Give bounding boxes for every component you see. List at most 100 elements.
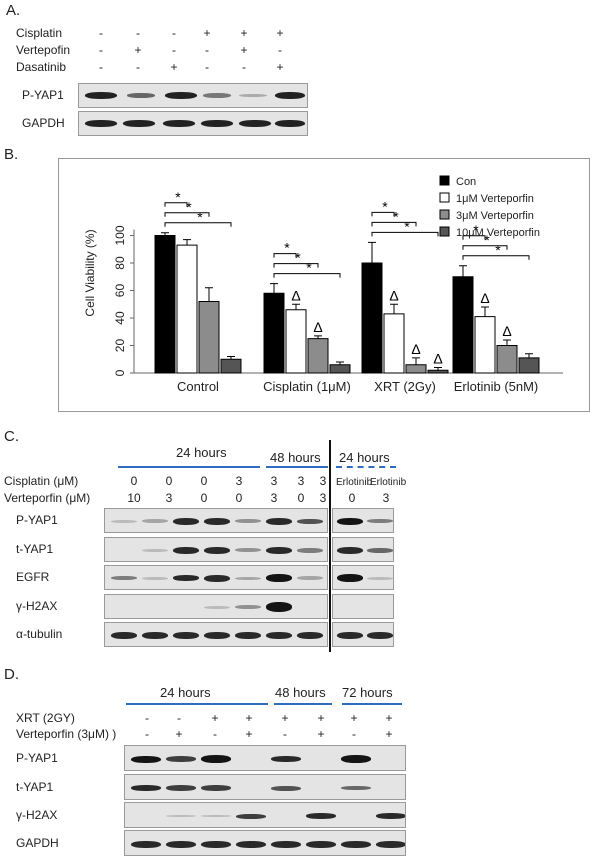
band [173, 517, 199, 525]
blot-c [104, 565, 328, 590]
bar [474, 316, 496, 374]
blot-label-c: P-YAP1 [16, 513, 58, 527]
c-24b-hours: 24 hours [339, 450, 390, 465]
blot-label-c: α-tubulin [16, 627, 63, 641]
band [337, 574, 363, 582]
blot-c-erlotinib [332, 508, 394, 533]
band [367, 519, 393, 523]
bar [263, 292, 285, 374]
bar [176, 244, 198, 374]
xrt-sign: - [177, 711, 181, 725]
band [337, 631, 363, 639]
p-yap1-label-a: P-YAP1 [22, 88, 64, 102]
c-divider [329, 440, 331, 652]
bar [154, 235, 176, 374]
blot-c [104, 622, 328, 647]
band [297, 518, 323, 524]
verteporfin-sign: + [385, 727, 393, 741]
y-tick-label: 20 [113, 339, 127, 353]
y-tick-label: 0 [113, 369, 127, 376]
significance-bracket [164, 202, 188, 207]
erlotinib-label: Erlotinib [336, 477, 373, 488]
cisplatin-dose: 3 [319, 474, 327, 488]
d-48-hours: 48 hours [275, 685, 326, 700]
band [201, 785, 231, 791]
band [271, 785, 301, 791]
c-verteporfin-label: Verteporfin (μM) [4, 491, 91, 505]
treatment-sign: - [136, 26, 140, 40]
band [341, 755, 371, 763]
blot-c [104, 537, 328, 562]
erlotinib-label: Erlotinib [370, 477, 407, 488]
cisplatin-dose: 0 [165, 474, 173, 488]
band [142, 631, 168, 639]
viability-chart: 0 20 40 60 80 100 Cell Viability (%) Control Cis… [83, 175, 563, 394]
significance-star: * [295, 250, 301, 266]
band [306, 840, 336, 848]
significance-star: * [484, 232, 490, 248]
c-24h-line [118, 466, 260, 468]
blot-label-c: t-YAP1 [16, 542, 54, 556]
band [166, 785, 196, 791]
bar [220, 358, 242, 374]
band [111, 576, 137, 580]
band [235, 548, 261, 552]
band [236, 813, 266, 819]
category-label: Control [177, 379, 219, 394]
significance-bracket [462, 255, 530, 260]
band [341, 840, 371, 848]
treatment-sign: + [203, 26, 211, 40]
legend-swatch [439, 209, 450, 220]
xrt-sign: + [211, 711, 219, 725]
significance-star: * [393, 208, 399, 224]
p-yap1-blot-a [78, 83, 308, 108]
blot-c-erlotinib [332, 594, 394, 619]
treatment-sign: - [99, 43, 103, 57]
verteporfin-dose: 3 [165, 491, 173, 505]
significance-star: * [186, 199, 192, 215]
blot-label-c: γ-H2AX [16, 599, 58, 613]
band [142, 576, 168, 580]
band [235, 576, 261, 580]
band [204, 605, 230, 609]
y-tick-label: 40 [113, 311, 127, 325]
gapdh-label-a: GAPDH [22, 116, 65, 130]
legend-label: 3μM Verteporfin [456, 210, 534, 222]
c-cisplatin-label: Cisplatin (μM) [4, 474, 79, 488]
delta-marker: Δ [313, 319, 322, 335]
xrt-sign: + [350, 711, 358, 725]
panel-c-label: C. [4, 428, 19, 445]
significance-bracket [164, 212, 210, 217]
cisplatin-dose: 3 [297, 474, 305, 488]
significance-star: * [306, 260, 312, 276]
band [111, 519, 137, 523]
treatment-sign: + [240, 43, 248, 57]
d-24-hours: 24 hours [160, 685, 211, 700]
band [271, 756, 301, 762]
significance-bracket [273, 253, 297, 258]
band [131, 755, 161, 763]
band [235, 605, 261, 609]
band [236, 840, 266, 848]
band [376, 840, 405, 848]
treatment-sign: - [242, 60, 246, 74]
bar [361, 262, 383, 374]
blot-label-d: γ-H2AX [16, 808, 58, 822]
vertepofin-row-label: Vertepofin [16, 43, 71, 57]
significance-star: * [495, 242, 501, 258]
significance-star: * [197, 209, 203, 225]
blot-d [124, 830, 406, 856]
band [204, 517, 230, 525]
treatment-sign: - [136, 60, 140, 74]
category-label: XRT (2Gy) [374, 379, 436, 394]
panel-a-label: A. [6, 2, 21, 19]
band [201, 755, 231, 763]
verteporfin-dose: 3 [270, 491, 278, 505]
band [166, 840, 196, 848]
band [235, 631, 261, 639]
d-xrt-label: XRT (2GY) [16, 711, 75, 725]
c-48-hours: 48 hours [270, 450, 321, 465]
treatment-sign: + [170, 60, 178, 74]
xrt-sign: - [145, 711, 149, 725]
verteporfin-sign: + [245, 727, 253, 741]
